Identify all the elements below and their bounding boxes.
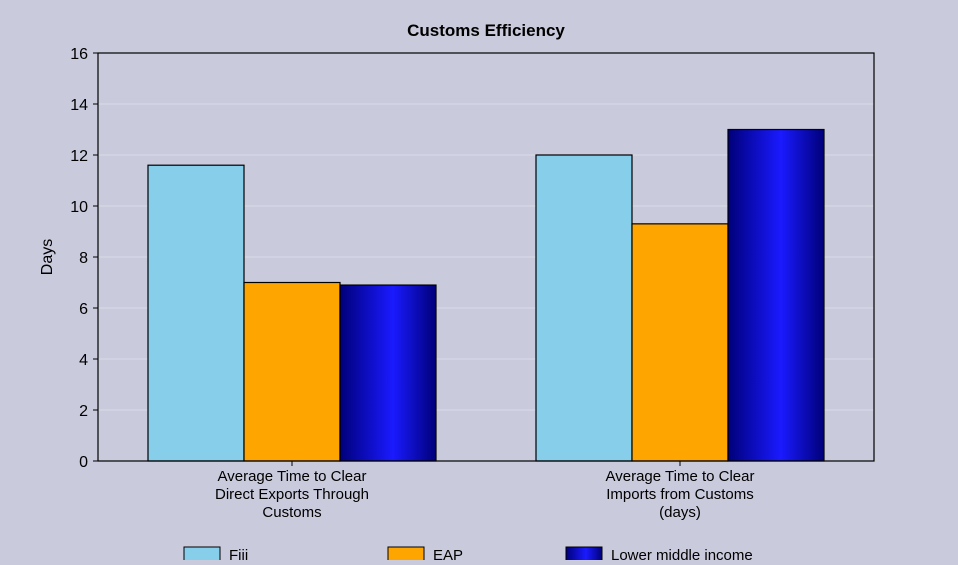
x-tick-label-line: Imports from Customs (606, 486, 754, 503)
legend-swatch-fiji (183, 546, 221, 562)
bar-lower-middle-income (339, 284, 437, 462)
x-tick-label-line: (days) (659, 504, 701, 521)
y-tick-label: 12 (70, 148, 88, 165)
x-tick-label-line: Direct Exports Through (215, 486, 369, 503)
y-tick-label: 0 (79, 454, 88, 471)
x-tick-label-line: Average Time to Clear (606, 468, 755, 485)
legend-label-lower-middle-income: Lower middle income (611, 547, 753, 560)
bar-eap (631, 223, 729, 462)
bar-eap (243, 281, 341, 462)
y-tick-label: 8 (79, 250, 88, 267)
x-tick-label-line: Average Time to Clear (218, 468, 367, 485)
y-axis-label: Days (39, 239, 56, 275)
bar-fiji (535, 154, 633, 462)
bar-lower-middle-income (727, 128, 825, 462)
y-tick-label: 10 (70, 199, 88, 216)
y-tick-label: 6 (79, 301, 88, 318)
legend-swatch-lower-middle-income (565, 546, 603, 562)
y-tick-label: 14 (70, 97, 88, 114)
legend-label-eap: EAP (433, 547, 463, 560)
bar-fiji (147, 164, 245, 462)
x-tick-label: Average Time to Clear Imports from Custom… (606, 468, 755, 521)
y-tick-label: 16 (70, 46, 88, 63)
x-tick-label-line: Customs (262, 504, 321, 521)
chart-title: Customs Efficiency (407, 21, 565, 40)
y-tick-label: 2 (79, 403, 88, 420)
y-tick-label: 4 (79, 352, 88, 369)
x-tick-label: Average Time to Clear Direct Exports Thro… (215, 468, 369, 521)
plot-frame (97, 52, 875, 462)
legend-label-fiji: Fiji (229, 547, 248, 560)
legend-swatch-eap (387, 546, 425, 562)
